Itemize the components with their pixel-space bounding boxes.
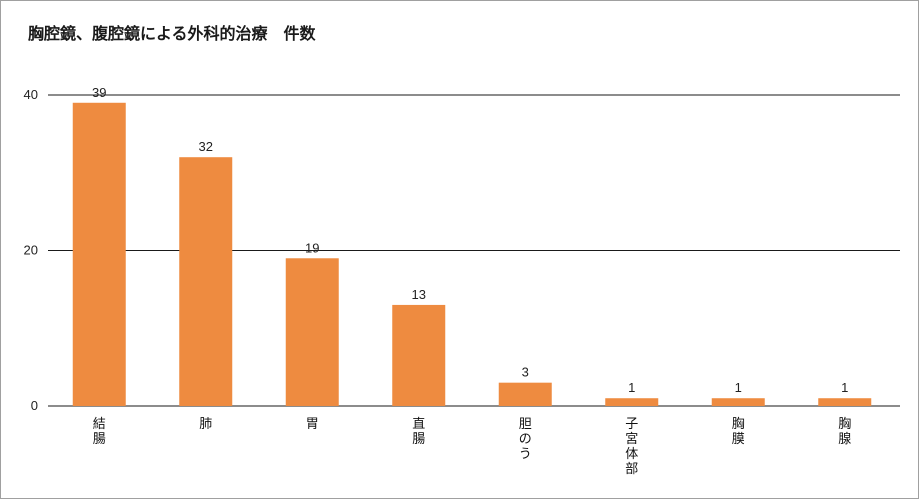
bar-6 xyxy=(605,398,659,406)
data-label: 3 xyxy=(522,365,529,380)
bar-5 xyxy=(498,382,552,406)
x-tick-label: 胃 xyxy=(306,417,319,432)
data-label: 19 xyxy=(305,240,319,255)
data-label: 32 xyxy=(199,139,213,154)
x-tick-label: 子宮体部 xyxy=(625,417,638,477)
x-tick-label: 結腸 xyxy=(93,417,106,447)
bar-4 xyxy=(392,304,446,406)
chart-title: 胸腔鏡、腹腔鏡による外科的治療 件数 xyxy=(28,24,316,43)
bar-8 xyxy=(818,398,872,406)
data-label: 1 xyxy=(628,380,635,395)
x-tick-label: 胸腺 xyxy=(838,417,851,447)
bar-3 xyxy=(285,258,339,406)
data-label: 1 xyxy=(841,380,848,395)
y-tick-label: 0 xyxy=(31,398,38,413)
bar-1 xyxy=(72,102,126,407)
data-label: 1 xyxy=(735,380,742,395)
bar-7 xyxy=(711,398,765,406)
y-tick-label: 40 xyxy=(24,87,38,102)
data-label: 13 xyxy=(412,287,426,302)
x-tick-label: 胸膜 xyxy=(732,417,745,447)
data-label: 39 xyxy=(92,85,106,100)
bar-2 xyxy=(179,157,233,406)
x-tick-label: 肺 xyxy=(199,417,212,432)
x-tick-label: 胆のう xyxy=(519,417,532,462)
y-tick-label: 20 xyxy=(24,243,38,258)
x-tick-label: 直腸 xyxy=(412,417,425,447)
